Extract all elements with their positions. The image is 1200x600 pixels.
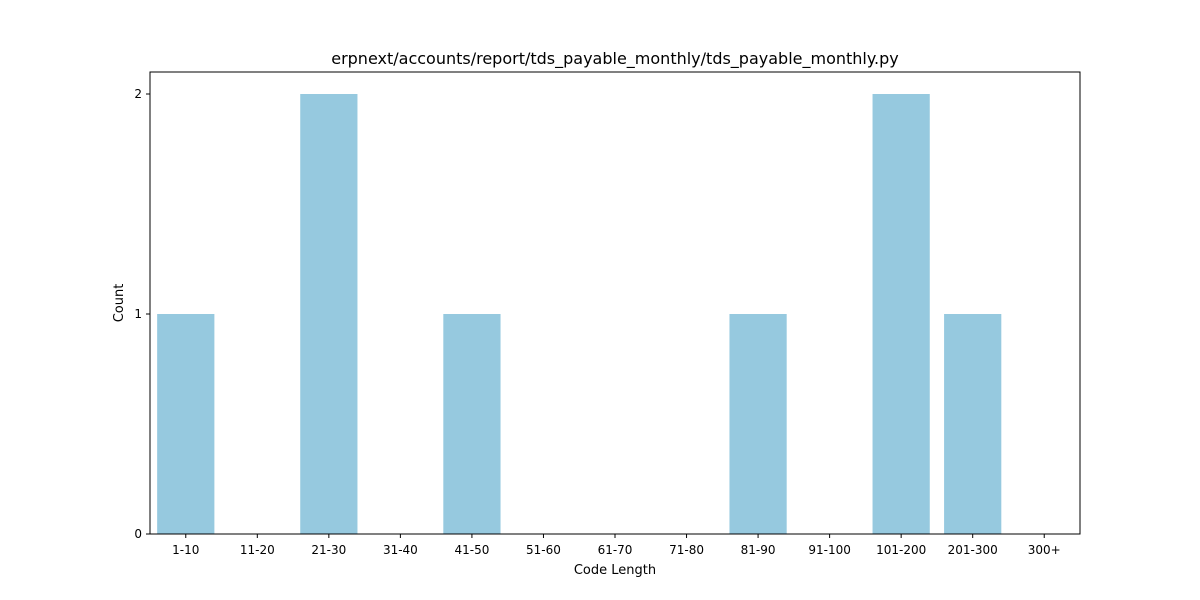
chart-title: erpnext/accounts/report/tds_payable_mont… [331,49,899,69]
x-tick-label: 1-10 [172,543,199,557]
x-tick-label: 201-300 [948,543,998,557]
x-tick-label: 71-80 [669,543,704,557]
y-tick-label: 1 [134,307,142,321]
x-tick-label: 51-60 [526,543,561,557]
x-tick-label: 300+ [1028,543,1061,557]
x-tick-label: 11-20 [240,543,275,557]
y-tick-label: 2 [134,87,142,101]
bar-101-200 [872,94,930,534]
bars-group [157,94,1002,534]
bar-81-90 [729,314,787,534]
bar-21-30 [300,94,358,534]
x-tick-label: 61-70 [598,543,633,557]
y-axis-ticks: 0 1 2 [134,87,150,541]
x-axis-label: Code Length [574,563,656,578]
x-axis-ticks: 1-10 11-20 21-30 31-40 41-50 51-60 61-70 71-80 8… [172,534,1061,557]
x-tick-label: 101-200 [876,543,926,557]
y-tick-label: 0 [134,527,142,541]
x-tick-label: 41-50 [454,543,489,557]
y-axis-label: Count [112,284,127,323]
bar-201-300 [944,314,1002,534]
bar-1-10 [157,314,215,534]
x-tick-label: 91-100 [808,543,851,557]
bar-41-50 [443,314,501,534]
x-tick-label: 81-90 [741,543,776,557]
x-tick-label: 21-30 [311,543,346,557]
x-tick-label: 31-40 [383,543,418,557]
